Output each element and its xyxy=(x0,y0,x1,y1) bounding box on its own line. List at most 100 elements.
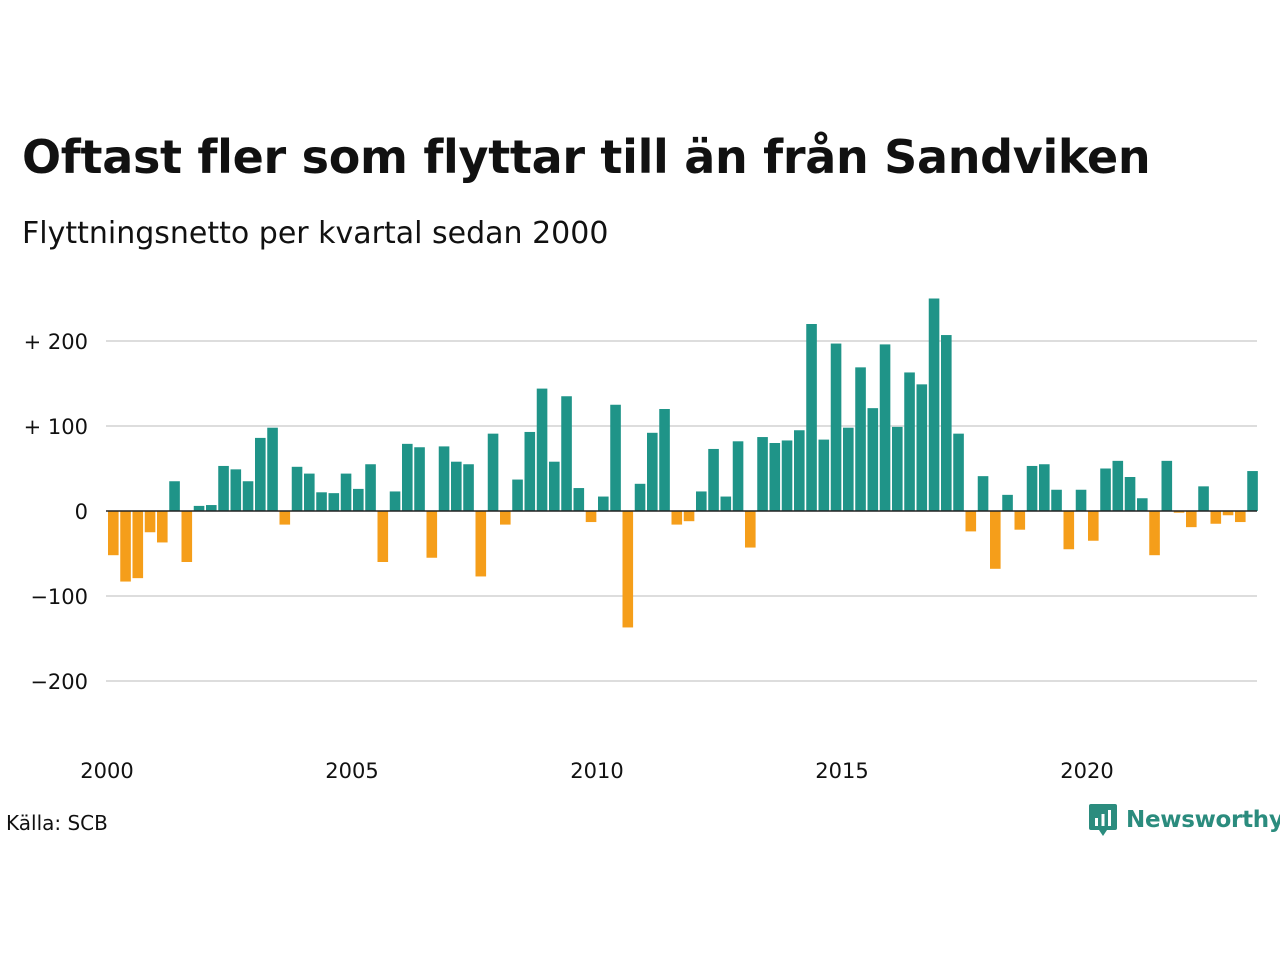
bar xyxy=(157,511,168,543)
bar xyxy=(328,493,340,511)
bar xyxy=(647,432,658,511)
bar xyxy=(916,384,928,511)
bar xyxy=(683,511,695,522)
chart-logo-icon xyxy=(1089,804,1117,836)
bar xyxy=(818,439,830,511)
y-tick-label: 0 xyxy=(75,500,88,524)
bar xyxy=(953,433,964,511)
bar xyxy=(279,511,291,525)
bar xyxy=(1247,471,1258,511)
bar xyxy=(781,440,793,511)
bar xyxy=(1002,494,1013,511)
bar xyxy=(536,388,548,511)
bar xyxy=(414,447,425,511)
bar xyxy=(720,496,732,511)
bar xyxy=(1222,511,1234,516)
bar xyxy=(340,473,352,511)
y-axis-labels: + 200 + 100 0 −100 −200 xyxy=(24,330,88,694)
bar xyxy=(745,511,756,548)
bar xyxy=(193,505,205,511)
bar xyxy=(316,492,327,511)
brand-logo: Newsworthy xyxy=(1088,803,1280,837)
bar xyxy=(659,409,670,511)
x-tick-label: 2015 xyxy=(815,759,868,783)
bar xyxy=(365,464,376,511)
bar xyxy=(475,511,487,577)
bar xyxy=(1100,468,1111,511)
bar xyxy=(573,488,585,511)
bar xyxy=(1161,460,1173,511)
bar xyxy=(879,344,891,511)
bar xyxy=(1014,511,1026,530)
x-axis-labels: 2000 2005 2010 2015 2020 xyxy=(80,759,1113,783)
bar xyxy=(585,511,597,523)
bar xyxy=(144,511,156,533)
bar xyxy=(561,396,572,511)
bar xyxy=(353,488,364,511)
bar xyxy=(1075,489,1087,511)
x-tick-label: 2005 xyxy=(325,759,378,783)
brand-name: Newsworthy xyxy=(1126,807,1280,833)
y-tick-label: + 200 xyxy=(24,330,88,354)
y-tick-label: −200 xyxy=(30,670,88,694)
bar xyxy=(451,461,462,511)
bar xyxy=(843,427,854,511)
bar xyxy=(1198,486,1209,511)
x-tick-label: 2010 xyxy=(570,759,623,783)
grid-lines xyxy=(106,340,1257,682)
bar xyxy=(1026,465,1038,511)
bar xyxy=(1149,511,1160,556)
bar xyxy=(463,464,474,511)
bar xyxy=(181,511,193,562)
y-tick-label: + 100 xyxy=(24,415,88,439)
bar xyxy=(855,367,866,511)
bar xyxy=(242,481,254,511)
bar xyxy=(1137,498,1148,511)
bar-chart: + 200 + 100 0 −100 −200 2000 2005 2010 2015 2020 xyxy=(24,298,1258,783)
bar xyxy=(892,426,903,511)
bar xyxy=(1235,511,1246,523)
bar xyxy=(732,441,744,511)
bar xyxy=(941,335,952,511)
bar xyxy=(524,431,536,511)
bar xyxy=(1039,464,1050,511)
bar xyxy=(622,511,634,628)
x-tick-label: 2020 xyxy=(1060,759,1113,783)
bar xyxy=(267,427,278,511)
bar xyxy=(120,511,131,582)
bar xyxy=(769,443,781,511)
bar xyxy=(904,372,915,511)
bar xyxy=(512,479,523,511)
bar xyxy=(218,465,229,511)
bar xyxy=(757,437,768,511)
bar xyxy=(255,437,266,511)
bar xyxy=(830,343,842,511)
bar xyxy=(708,448,719,511)
bar xyxy=(1173,511,1185,513)
bar xyxy=(132,511,144,579)
bar xyxy=(1124,477,1136,511)
bar xyxy=(304,473,315,511)
bar xyxy=(230,469,242,511)
chart-subtitle: Flyttningsnetto per kvartal sedan 2000 xyxy=(22,216,609,251)
bar xyxy=(389,491,401,511)
bar xyxy=(291,466,303,511)
bar xyxy=(487,433,499,511)
bar xyxy=(438,446,450,511)
bar xyxy=(928,298,940,511)
bars xyxy=(108,298,1258,628)
bar xyxy=(598,496,609,511)
bar xyxy=(794,430,805,511)
bar xyxy=(990,511,1001,569)
source-label: Källa: SCB xyxy=(6,811,108,835)
bar xyxy=(867,408,879,511)
bar xyxy=(671,511,683,525)
bar xyxy=(965,511,977,532)
bar xyxy=(169,481,180,511)
bar xyxy=(977,476,989,511)
x-tick-label: 2000 xyxy=(80,759,133,783)
chart-title: Oftast fler som flyttar till än från San… xyxy=(22,130,1151,184)
bar xyxy=(402,443,413,511)
bar xyxy=(1186,511,1197,528)
bar xyxy=(634,483,646,511)
